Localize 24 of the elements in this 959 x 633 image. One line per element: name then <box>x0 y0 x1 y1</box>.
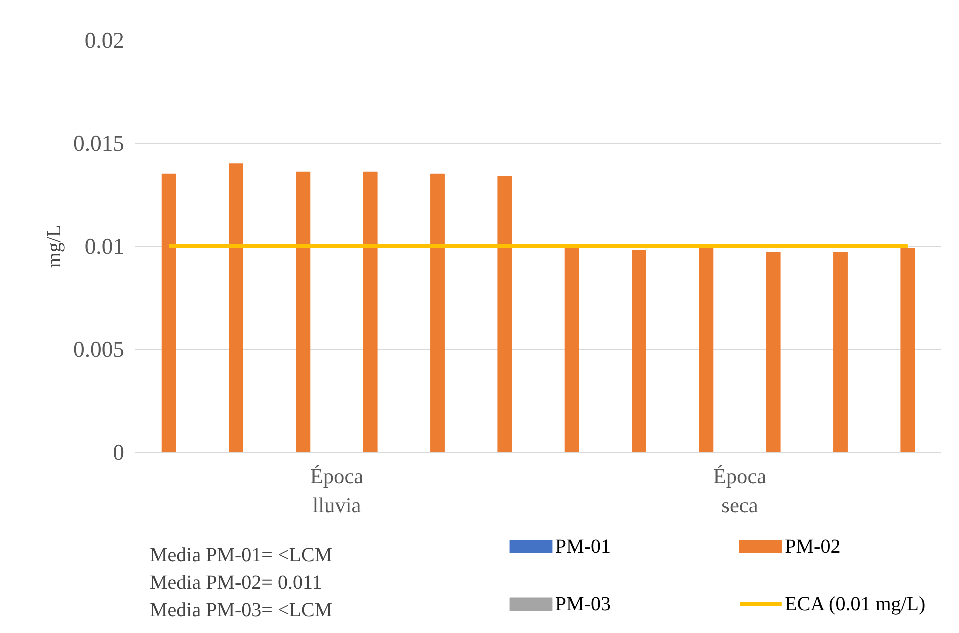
y-tick-label: 0.02 <box>84 28 125 53</box>
y-tick-label: 0.015 <box>74 131 125 156</box>
y-tick-label: 0.005 <box>74 337 125 362</box>
bar <box>632 250 646 452</box>
bar <box>229 164 244 452</box>
bar <box>766 252 781 452</box>
legend-label: ECA (0.01 mg/L) <box>785 594 926 616</box>
bar <box>363 172 378 452</box>
y-tick-label: 0 <box>113 440 124 465</box>
bar <box>834 252 848 452</box>
bar <box>699 248 714 452</box>
y-axis-title: mg/L <box>44 224 66 268</box>
bar <box>162 174 176 452</box>
bar <box>900 248 916 452</box>
bar <box>296 172 311 452</box>
bar <box>430 174 445 452</box>
text: Época seca <box>713 464 768 518</box>
legend-label: PM-02 <box>785 536 841 558</box>
text: Media PM-01= <LCM Media PM-02= 0.011 Media PM-03= <LCM <box>150 544 333 622</box>
legend-label: PM-03 <box>555 594 612 616</box>
bar <box>498 176 512 452</box>
text: Época lluvia <box>310 464 364 518</box>
y-tick-label: 0.01 <box>84 234 125 259</box>
legend-label: PM-01 <box>555 536 612 558</box>
